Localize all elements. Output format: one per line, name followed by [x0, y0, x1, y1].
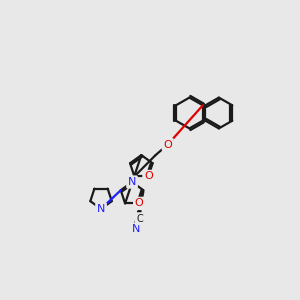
Text: O: O	[163, 140, 172, 150]
Text: N: N	[128, 177, 136, 187]
Text: O: O	[144, 171, 153, 182]
Text: O: O	[135, 198, 143, 208]
Text: C: C	[136, 214, 143, 224]
Text: N: N	[97, 204, 105, 214]
Text: N: N	[131, 224, 140, 235]
